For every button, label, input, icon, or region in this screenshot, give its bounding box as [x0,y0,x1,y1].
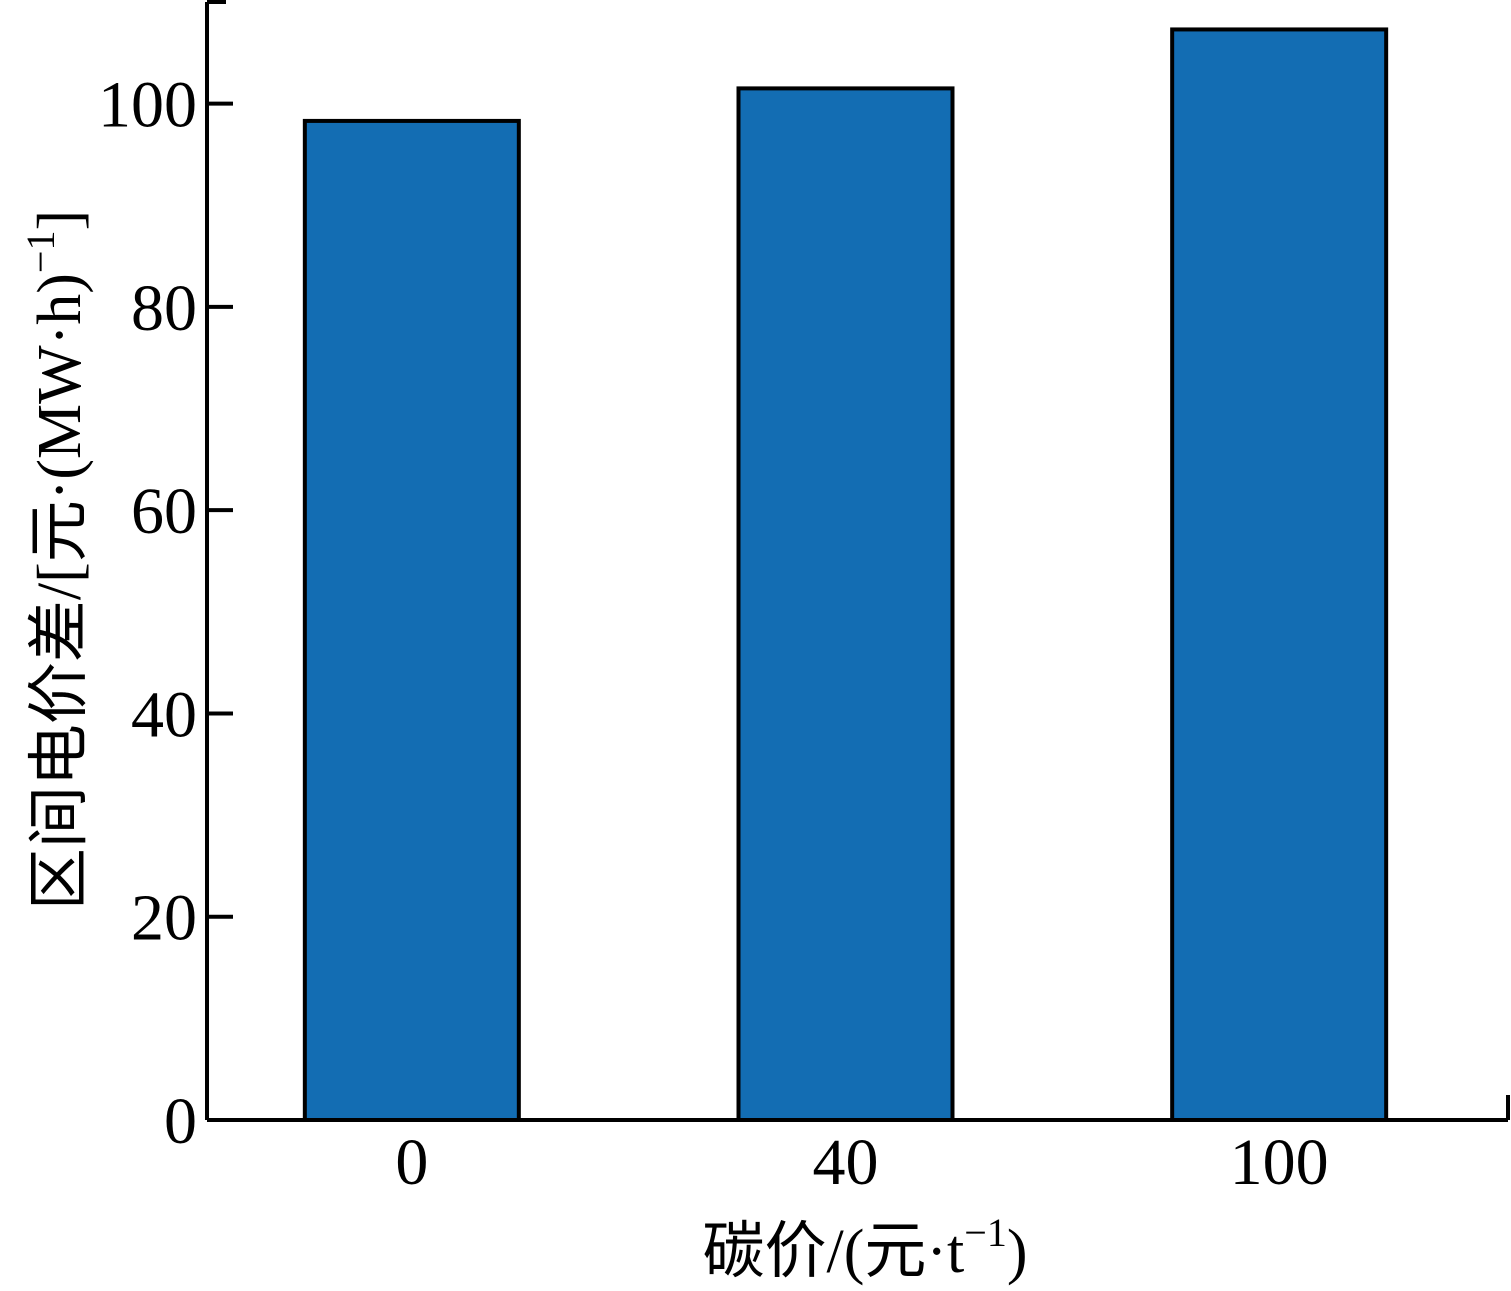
bar [736,86,955,1123]
x-tick-label: 40 [813,1126,879,1199]
y-tick-label: 80 [131,272,197,345]
y-ticks-group: 0 20 40 60 80 100 [98,69,233,1158]
x-tick-label: 100 [1230,1126,1329,1199]
bars-group [302,27,1389,1123]
y-tick-label: 100 [98,69,197,142]
bar [1170,27,1389,1123]
y-tick-label: 20 [131,882,197,955]
y-tick-label: 60 [131,475,197,548]
x-ticks-group: 0 40 100 [395,1126,1328,1199]
x-tick-label: 0 [395,1126,428,1199]
y-axis-title: 区间电价差/[元·(MW·h)−1] [18,210,94,910]
y-tick-label: 0 [164,1085,197,1158]
x-axis-title: 碳价/(元·t−1) [703,1210,1028,1286]
y-tick-label: 40 [131,678,197,751]
bar [302,118,521,1122]
